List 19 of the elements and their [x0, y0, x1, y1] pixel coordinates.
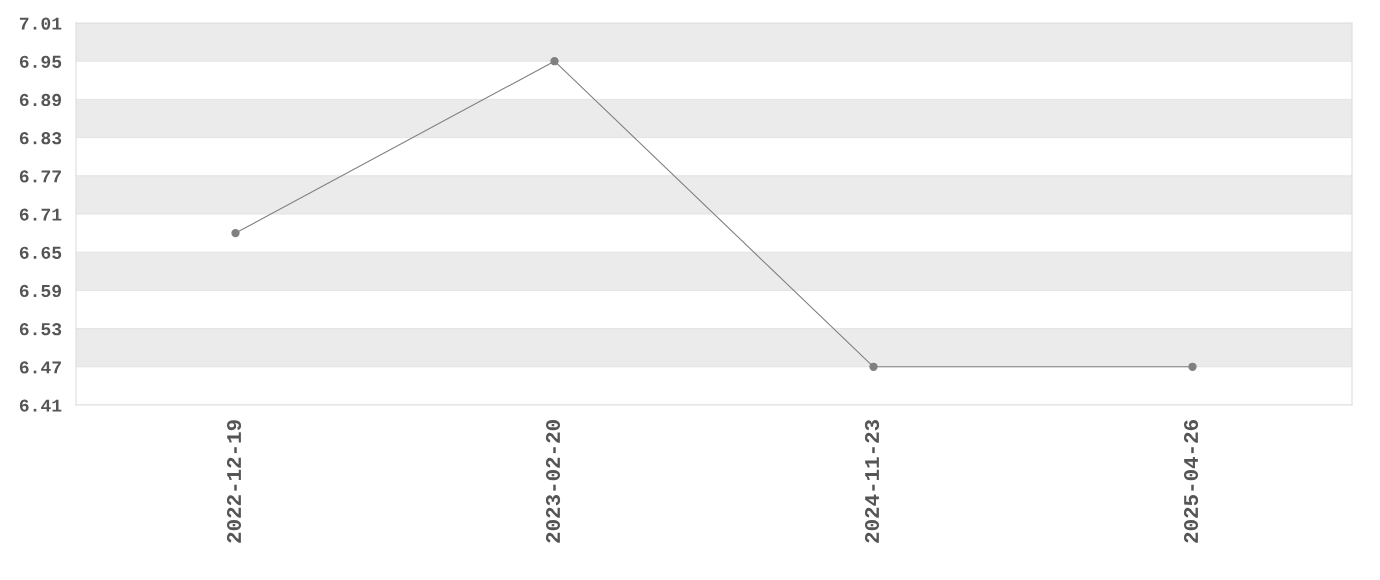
x-tick-label: 2022-12-19 [226, 420, 242, 543]
y-tick-label: 6.71 [19, 208, 62, 221]
point [869, 362, 878, 371]
point [1188, 362, 1197, 371]
point [231, 228, 240, 238]
y-tick-label: 6.59 [19, 284, 62, 298]
y-tick-label: 6.53 [19, 323, 62, 336]
point [550, 57, 559, 66]
x-tick-label: 2025-04-26 [1183, 420, 1199, 543]
y-tick-label: 6.77 [19, 170, 61, 183]
y-tick-label: 6.65 [19, 246, 62, 259]
y-tick-label: 7.01 [19, 17, 62, 30]
x-tick-label: 2024-11-23 [864, 419, 880, 543]
y-tick-label: 6.47 [19, 361, 61, 374]
y-tick-label: 6.95 [19, 55, 62, 68]
x-tick-label: 2023-02-20 [545, 420, 561, 543]
y-tick-label: 6.83 [19, 132, 62, 145]
y-tick-label: 6.89 [19, 93, 62, 107]
y-tick-label: 6.41 [19, 399, 62, 412]
